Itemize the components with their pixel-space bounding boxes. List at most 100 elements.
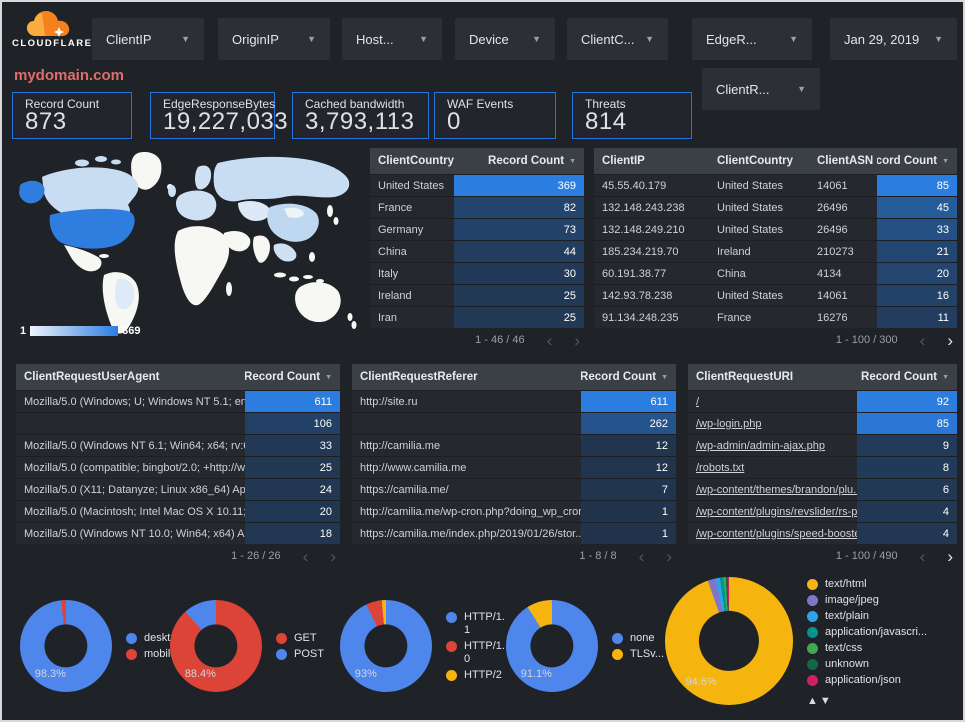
legend-item[interactable]: mobile — [126, 648, 179, 661]
table-row[interactable]: 142.93.78.238 United States 14061 16 — [594, 284, 957, 306]
date-range-filter[interactable]: Jan 29, 2019 ▼ — [830, 18, 957, 60]
table-header: ClientRequestURI Record Count ▼ — [688, 364, 957, 390]
referer-table: ClientRequestReferer Record Count ▼ http://… — [352, 364, 676, 568]
table-row[interactable]: 132.148.243.238 United States 26496 45 — [594, 196, 957, 218]
record-count-cell: 25 — [454, 285, 584, 306]
table-row[interactable]: https://camilia.me/index.php/2019/01/26/… — [352, 522, 676, 544]
legend-color-dot — [126, 648, 137, 660]
table-row[interactable]: /robots.txt 8 — [688, 456, 957, 478]
column-header-clientip[interactable]: ClientIP — [594, 155, 709, 167]
table-row[interactable]: 45.55.40.179 United States 14061 85 — [594, 174, 957, 196]
column-header-label: Record Count — [245, 371, 321, 383]
table-row[interactable]: Mozilla/5.0 (compatible; bingbot/2.0; +h… — [16, 456, 340, 478]
chevron-down-icon: ▼ — [789, 34, 798, 44]
geo-map-chart[interactable]: 1 369 — [12, 149, 364, 345]
table-row[interactable]: /wp-content/themes/brandon/plu... 6 — [688, 478, 957, 500]
legend-item[interactable]: text/plain — [807, 610, 927, 623]
uri-link[interactable]: /robots.txt — [696, 461, 745, 474]
column-header-record count[interactable]: Record Count ▼ — [581, 371, 676, 383]
world-map — [19, 152, 357, 334]
uri-link[interactable]: /wp-admin/admin-ajax.php — [696, 439, 826, 452]
donut-http-protocol[interactable]: 93% — [340, 600, 432, 692]
filter-originip[interactable]: OriginIP ▼ — [218, 18, 330, 60]
table-row[interactable]: /wp-content/plugins/revslider/rs-p... 4 — [688, 500, 957, 522]
table-row[interactable]: Ireland 25 — [370, 284, 584, 306]
table-row[interactable]: /wp-content/plugins/speed-booste... 4 — [688, 522, 957, 544]
table-row[interactable]: Mozilla/5.0 (Windows NT 10.0; Win64; x64… — [16, 522, 340, 544]
pagination-next-icon[interactable]: › — [947, 546, 953, 566]
filter-clientip[interactable]: ClientIP ▼ — [92, 18, 204, 60]
donut-content-type[interactable]: 94.6% — [665, 577, 793, 705]
table-row[interactable]: Mozilla/5.0 (X11; Datanyze; Linux x86_64… — [16, 478, 340, 500]
table-row[interactable]: 185.234.219.70 Ireland 210273 21 — [594, 240, 957, 262]
uri-link[interactable]: / — [696, 395, 700, 408]
legend-item[interactable]: application/javascri... — [807, 626, 927, 639]
legend-item[interactable]: image/jpeg — [807, 594, 927, 607]
table-row[interactable]: 91.134.248.235 France 16276 11 — [594, 306, 957, 328]
table-row[interactable]: /wp-admin/admin-ajax.php 9 — [688, 434, 957, 456]
filter-clientrequest[interactable]: ClientR... ▼ — [702, 68, 820, 110]
table-row[interactable]: France 82 — [370, 196, 584, 218]
chevron-down-icon: ▼ — [307, 34, 316, 44]
table-row[interactable]: United States 369 — [370, 174, 584, 196]
donut-device-type[interactable]: 98.3% — [20, 600, 112, 692]
table-row[interactable]: Germany 73 — [370, 218, 584, 240]
legend-item[interactable]: HTTP/1.1 — [446, 611, 508, 637]
legend-item[interactable]: none — [612, 632, 664, 645]
legend-item[interactable]: HTTP/2 — [446, 669, 508, 682]
filter-host[interactable]: Host... ▼ — [342, 18, 442, 60]
column-header-record count[interactable]: Record Count ▼ — [877, 155, 957, 167]
record-count-cell: 16 — [877, 285, 957, 306]
uri-link[interactable]: /wp-content/themes/brandon/plu... — [696, 483, 857, 496]
filter-edger[interactable]: EdgeR... ▼ — [692, 18, 812, 60]
legend-item[interactable]: application/json — [807, 674, 927, 687]
filter-clientc[interactable]: ClientC... ▼ — [567, 18, 668, 60]
table-row[interactable]: Mozilla/5.0 (Windows NT 6.1; Win64; x64;… — [16, 434, 340, 456]
table-row[interactable]: 60.191.38.77 China 4134 20 — [594, 262, 957, 284]
legend-item[interactable]: GET — [276, 632, 324, 645]
table-row[interactable]: Italy 30 — [370, 262, 584, 284]
legend-color-dot — [276, 632, 287, 644]
column-header-record count[interactable]: Record Count ▼ — [857, 371, 957, 383]
table-row[interactable]: 106 — [16, 412, 340, 434]
uri-link[interactable]: /wp-content/plugins/speed-booste... — [696, 527, 857, 540]
dimension-cell: Ireland — [378, 289, 412, 302]
table-row[interactable]: http://www.camilia.me 12 — [352, 456, 676, 478]
dimension-cell: 26496 — [817, 201, 848, 214]
table-row[interactable]: https://camilia.me/7 — [352, 478, 676, 500]
uri-link[interactable]: /wp-login.php — [696, 417, 762, 430]
scorecard-value: 3,793,113 — [305, 108, 415, 135]
filter-device[interactable]: Device ▼ — [455, 18, 555, 60]
donut-http-method[interactable]: 88.4% — [170, 600, 262, 692]
column-header-record count[interactable]: Record Count ▼ — [245, 371, 340, 383]
column-header-clientrequestuseragent[interactable]: ClientRequestUserAgent — [16, 371, 245, 383]
legend-item[interactable]: text/html — [807, 578, 927, 591]
legend-item[interactable]: text/css — [807, 642, 927, 655]
column-header-clientasn[interactable]: ClientASN — [809, 155, 877, 167]
legend-item[interactable]: unknown — [807, 658, 927, 671]
legend-item[interactable]: TLSv... — [612, 648, 664, 661]
table-row[interactable]: Iran 25 — [370, 306, 584, 328]
table-row[interactable]: 262 — [352, 412, 676, 434]
table-row[interactable]: / 92 — [688, 390, 957, 412]
http-method-chart: 88.4% GET POST — [170, 600, 324, 692]
legend-item[interactable]: POST — [276, 648, 324, 661]
table-row[interactable]: /wp-login.php 85 — [688, 412, 957, 434]
legend-item[interactable]: HTTP/1.0 — [446, 640, 508, 666]
table-row[interactable]: Mozilla/5.0 (Macintosh; Intel Mac OS X 1… — [16, 500, 340, 522]
table-row[interactable]: http://camilia.me/wp-cron.php?doing_wp_c… — [352, 500, 676, 522]
table-row[interactable]: http://site.ru 611 — [352, 390, 676, 412]
legend-scroll-arrows[interactable]: ▲▼ — [807, 695, 833, 707]
column-header-clientrequestreferer[interactable]: ClientRequestReferer — [352, 371, 581, 383]
column-header-clientcountry[interactable]: ClientCountry — [709, 155, 809, 167]
table-row[interactable]: http://camilia.me 12 — [352, 434, 676, 456]
table-row[interactable]: 132.148.249.210 United States 26496 33 — [594, 218, 957, 240]
uri-link[interactable]: /wp-content/plugins/revslider/rs-p... — [696, 505, 857, 518]
pagination-next-icon[interactable]: › — [947, 330, 953, 350]
column-header-record count[interactable]: Record Count ▼ — [454, 155, 584, 167]
table-row[interactable]: Mozilla/5.0 (Windows; U; Windows NT 5.1;… — [16, 390, 340, 412]
column-header-clientrequesturi[interactable]: ClientRequestURI — [688, 371, 857, 383]
column-header-clientcountry[interactable]: ClientCountry — [370, 155, 454, 167]
table-row[interactable]: China 44 — [370, 240, 584, 262]
donut-tls-version[interactable]: 91.1% — [506, 600, 598, 692]
